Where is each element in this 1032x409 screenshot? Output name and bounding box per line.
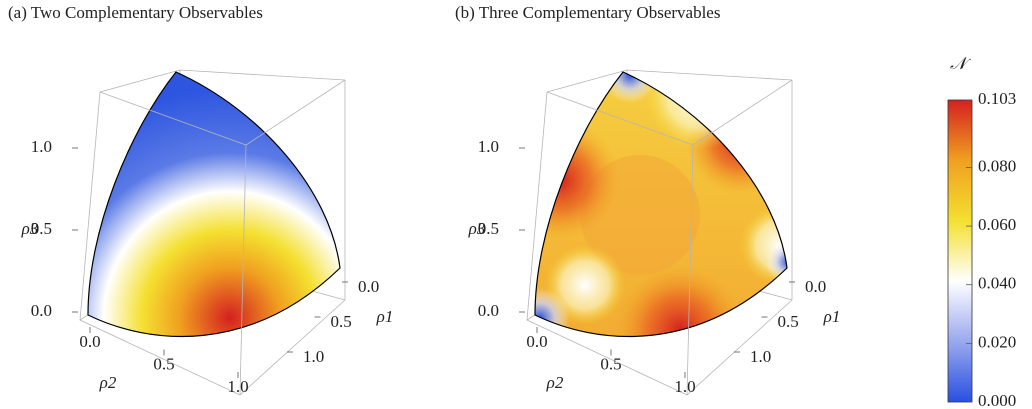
surface-outline [534, 71, 788, 337]
tick-label: 1.0 [750, 347, 771, 366]
tick-label: 0.5 [778, 312, 799, 331]
axis-label: ρ1 [823, 307, 841, 326]
tick-label: 0.5 [31, 219, 52, 238]
tick-label: 0.5 [478, 219, 499, 238]
panel-a: (a) Two Complementary Observables 0.0 0.5 1… [8, 3, 393, 396]
axis-label: ρ1 [376, 307, 394, 326]
tick-label: 0.5 [153, 354, 174, 373]
colorbar [947, 99, 973, 403]
axis-label: ρ3 [468, 219, 486, 238]
box-front [79, 79, 346, 396]
axis-label: ρ3 [21, 219, 39, 238]
tick-label: 1.0 [227, 377, 248, 396]
colorbar-tick-label: 0.080 [978, 156, 1016, 175]
axis-label: ρ2 [546, 373, 564, 392]
tick-label: 0.5 [331, 312, 352, 331]
surface-outline [87, 71, 341, 337]
colorbar-tick-label: 0.060 [978, 215, 1016, 234]
tick-label: 0.0 [805, 277, 826, 296]
tick-label: 1.0 [478, 137, 499, 156]
tick-label: 1.0 [303, 347, 324, 366]
tick-label: 0.0 [526, 332, 547, 351]
tick-label: 0.0 [79, 332, 100, 351]
colorbar-tick-label: 0.103 [978, 89, 1016, 108]
tick-label: 1.0 [31, 137, 52, 156]
panel-title: (a) Two Complementary Observables [8, 3, 263, 22]
tick-label: 0.0 [478, 301, 499, 320]
tick-label: 0.5 [600, 354, 621, 373]
panel-title: (b) Three Complementary Observables [455, 3, 720, 22]
colorbar-tick-label: 0.020 [978, 332, 1016, 351]
tick-label: 0.0 [31, 301, 52, 320]
colorbar-tick-label: 0.040 [978, 274, 1016, 293]
colorbar-label: 𝒩 [950, 54, 972, 73]
tick-label: 0.0 [358, 277, 379, 296]
colorbar-tick-label: 0.000 [978, 391, 1016, 409]
axis-label: ρ2 [99, 373, 117, 392]
panel-b: (b) Three Complementary Observables 0.0 0.… [455, 3, 840, 396]
tick-label: 1.0 [674, 377, 695, 396]
surface [88, 72, 340, 337]
box-front [526, 79, 793, 396]
